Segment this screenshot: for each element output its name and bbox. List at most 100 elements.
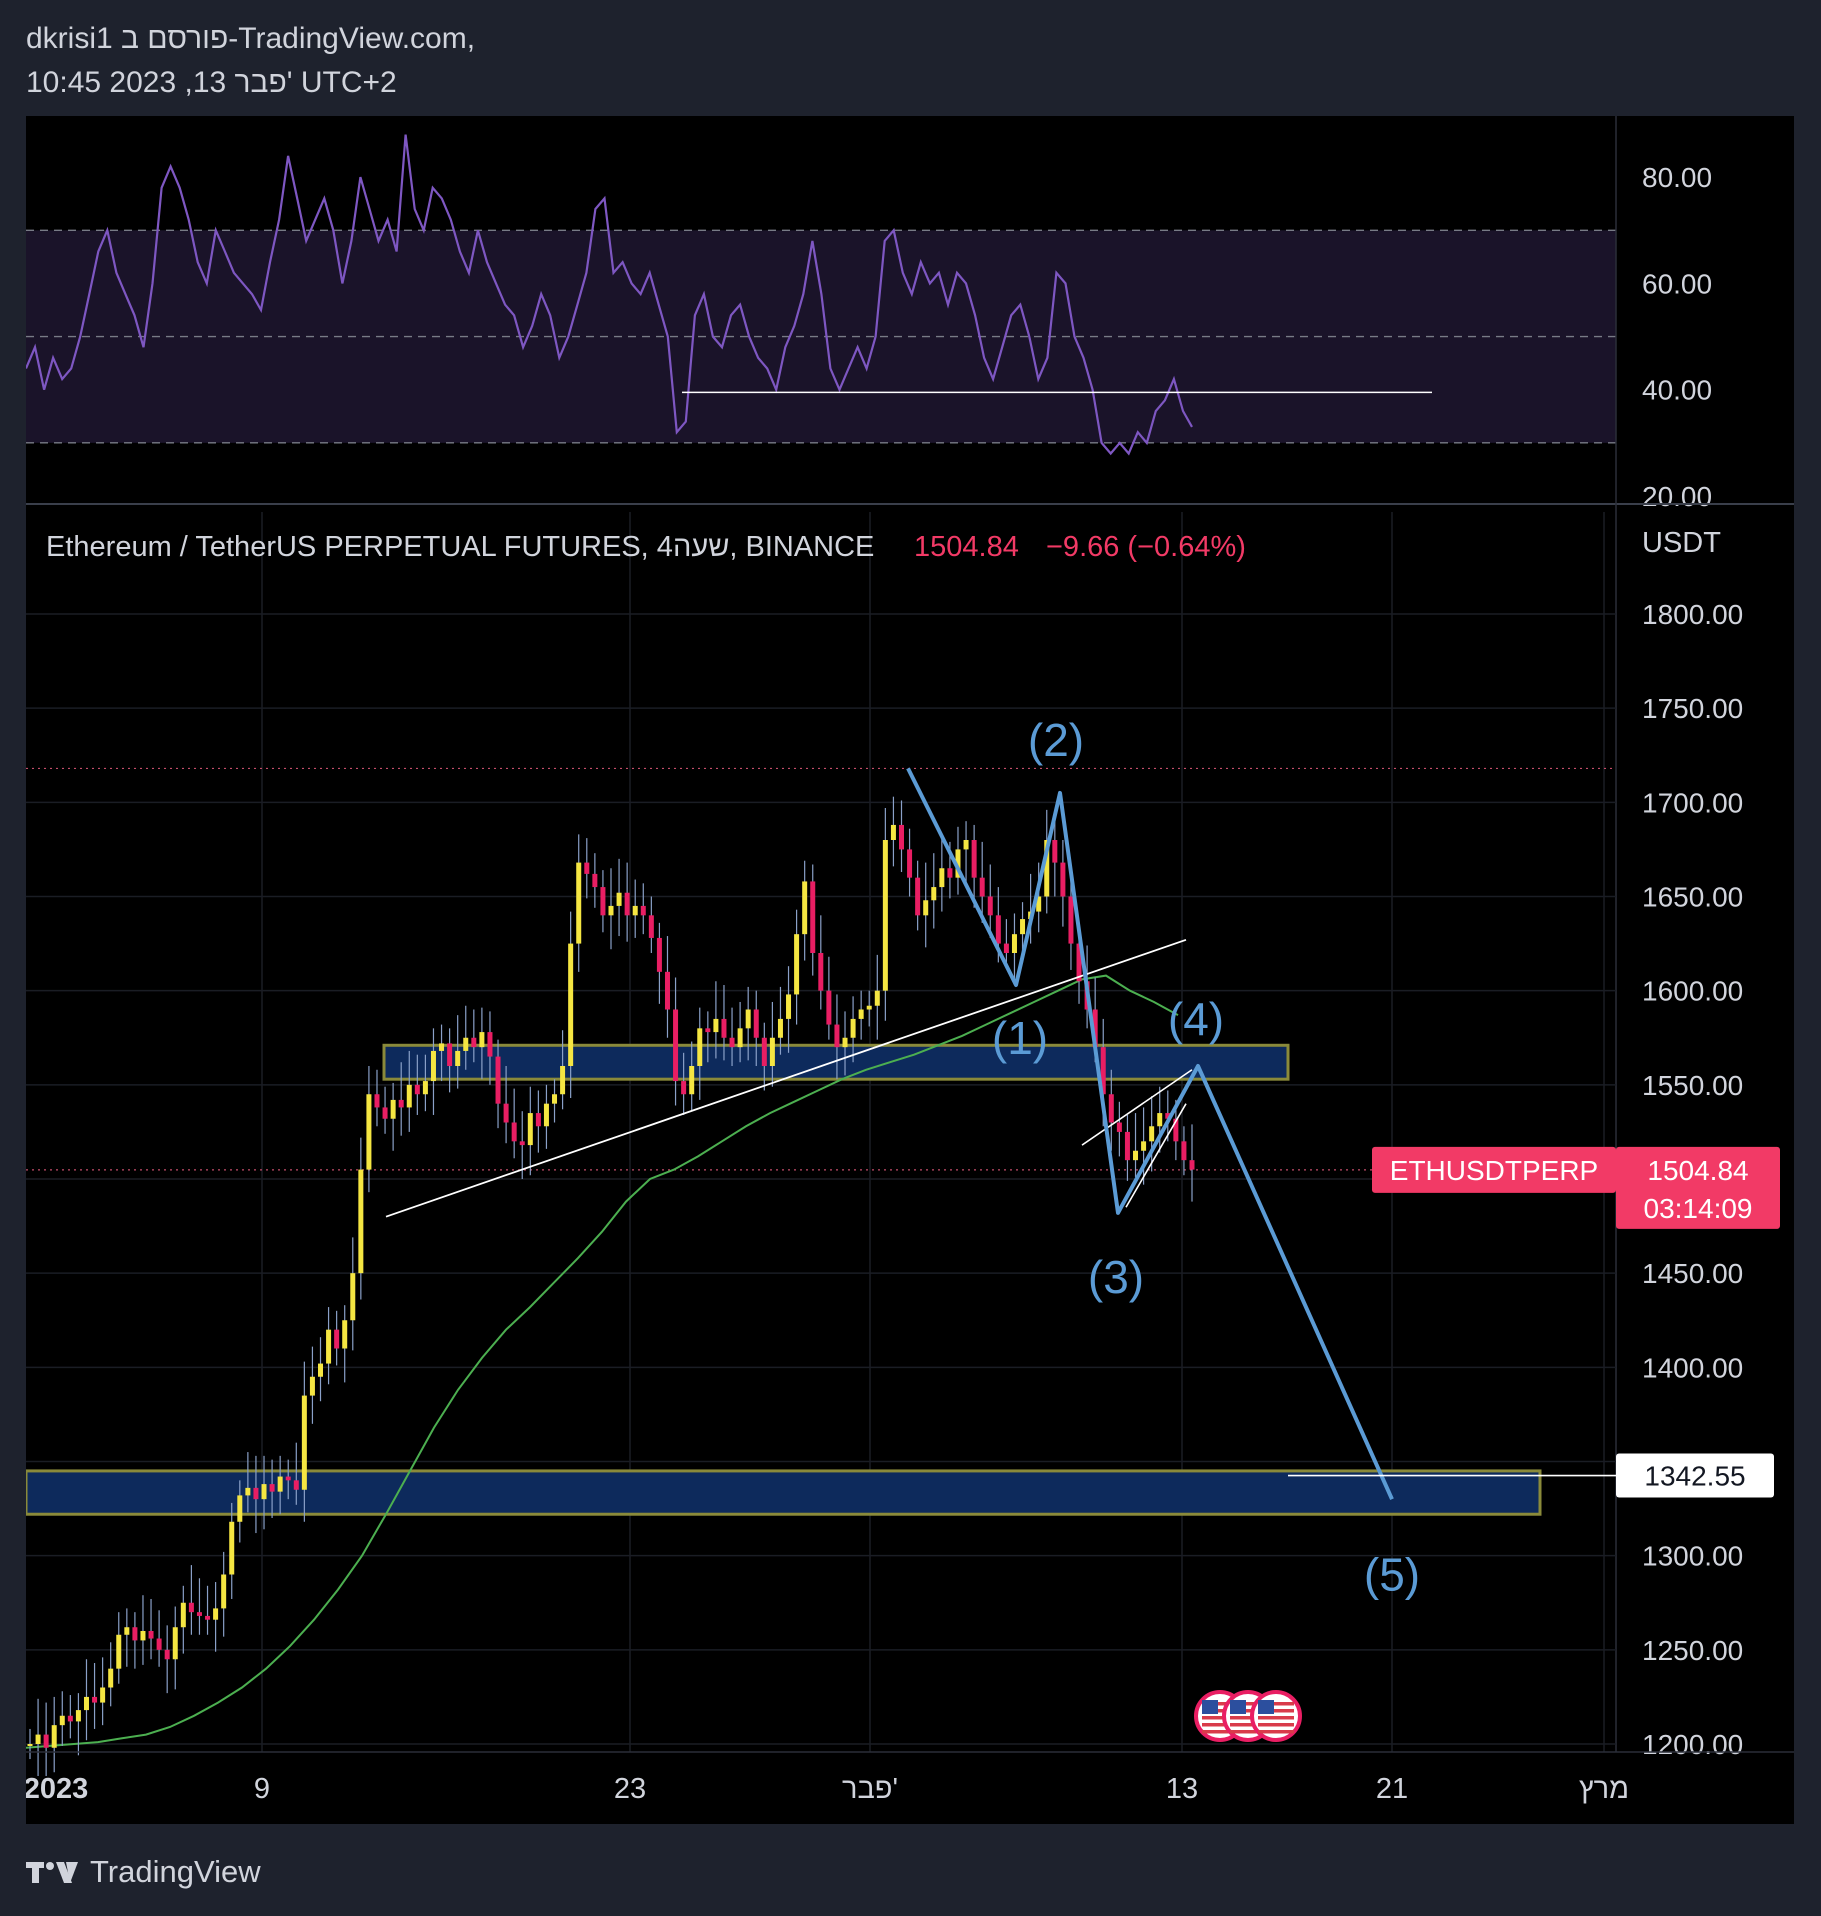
candle-body: [955, 849, 961, 878]
candle-body: [180, 1602, 186, 1628]
candle-body: [786, 994, 792, 1019]
rsi-tick-label: 60.00: [1642, 268, 1712, 299]
candle-body: [511, 1122, 517, 1142]
candle-body: [939, 868, 945, 888]
support-zone-lower[interactable]: [24, 1469, 1542, 1516]
candle-body: [858, 1009, 864, 1019]
candle-body: [519, 1141, 525, 1146]
candle-body: [261, 1484, 267, 1500]
flag-stripe: [1258, 1702, 1294, 1706]
candle-body: [681, 1081, 687, 1095]
wave-label: (1): [992, 1012, 1048, 1064]
chart-area[interactable]: 20.00 40.00 60.00 80.00 (1) (2) (3) (4) (5) 120…: [24, 116, 1794, 1824]
rising-trendline[interactable]: [385, 938, 1187, 1218]
candle-body: [479, 1032, 485, 1048]
candle-body: [1189, 1160, 1195, 1170]
candle-body: [737, 1028, 743, 1048]
candle-body: [890, 824, 896, 840]
candle-body: [487, 1032, 493, 1057]
candle-body: [108, 1668, 114, 1688]
candle-body: [1068, 896, 1074, 944]
candle-body: [495, 1056, 501, 1104]
flag-canton: [1230, 1700, 1246, 1714]
elliott-wave-line[interactable]: [906, 767, 1394, 1501]
candle-body: [1020, 919, 1026, 935]
candle-body: [769, 1037, 775, 1066]
candle-body: [656, 937, 662, 972]
candle-body: [382, 1107, 388, 1119]
candle-body: [27, 1744, 33, 1746]
candle-body: [568, 943, 574, 1066]
candle-body: [1036, 896, 1042, 912]
wave-label: (3): [1088, 1251, 1144, 1303]
wedge-line-upper[interactable]: [1081, 1069, 1193, 1146]
candle-body: [834, 1024, 840, 1048]
candle-body: [673, 1009, 679, 1082]
candle-body: [205, 1615, 211, 1620]
candle-body: [374, 1094, 380, 1108]
price-tick-label: 1250.00: [1642, 1635, 1743, 1666]
candle-body: [83, 1696, 89, 1711]
candle-body: [1003, 943, 1009, 953]
candle-body: [705, 1028, 711, 1033]
candle-body: [753, 1009, 759, 1038]
candle-body: [527, 1113, 533, 1146]
candle-body: [810, 881, 816, 953]
candle-body: [35, 1734, 41, 1744]
flag-stripe: [1202, 1723, 1238, 1727]
candle-body: [285, 1476, 291, 1481]
flag-stripe: [1258, 1730, 1294, 1734]
rsi-y-axis: 20.00 40.00 60.00 80.00: [1642, 162, 1712, 512]
candle-body: [1165, 1113, 1171, 1119]
grid-lines: [26, 512, 1616, 1752]
candle-body: [640, 905, 646, 916]
level-tag-text: 1342.55: [1644, 1461, 1745, 1492]
candle-body: [1108, 1094, 1114, 1123]
candle-body: [172, 1627, 178, 1660]
flag-stripe: [1230, 1723, 1266, 1727]
candle-body: [899, 824, 904, 850]
time-tick-label: מרץ: [1579, 1773, 1629, 1805]
tradingview-logo-icon[interactable]: [26, 1859, 78, 1885]
trendlines[interactable]: [385, 938, 1193, 1218]
price-tag[interactable]: ETHUSDTPERP 1504.84 03:14:09: [1372, 1146, 1780, 1229]
candle-body: [600, 887, 606, 916]
candle-body: [430, 1050, 436, 1082]
price-change: −9.66 (−0.64%): [1046, 531, 1246, 563]
time-tick-label: 2023: [26, 1773, 88, 1805]
us-flag-event-icons[interactable]: [1194, 1690, 1302, 1742]
candle-body: [543, 1103, 549, 1127]
rsi-pane: 20.00 40.00 60.00 80.00: [24, 134, 1712, 512]
flag-stripe: [1230, 1730, 1266, 1734]
candle-body: [1076, 943, 1082, 982]
candle-body: [664, 971, 670, 1010]
candle-body: [923, 900, 929, 916]
candle-body: [697, 1028, 703, 1066]
candle-body: [761, 1037, 767, 1066]
publish-timestamp: 10:45 2023 ,13 פבר' UTC+2: [26, 66, 397, 99]
price-tick-label: 1700.00: [1642, 787, 1743, 818]
support-zone-upper[interactable]: [382, 1043, 1290, 1081]
level-tag[interactable]: 1342.55: [1616, 1453, 1774, 1498]
candle-body: [882, 840, 888, 991]
candle-body: [447, 1043, 453, 1066]
candle-body: [213, 1608, 219, 1620]
candle-body: [987, 896, 993, 916]
flag-canton: [1202, 1700, 1218, 1714]
candle-body: [713, 1018, 719, 1033]
candle-body: [422, 1081, 428, 1095]
price-tick-label: 1200.00: [1642, 1729, 1743, 1760]
flag-canton: [1258, 1700, 1274, 1714]
flag-stripe: [1230, 1702, 1266, 1706]
price-tag-countdown: 03:14:09: [1644, 1193, 1753, 1224]
price-tick-label: 1550.00: [1642, 1070, 1743, 1101]
candle-body: [1149, 1126, 1155, 1142]
time-axis[interactable]: 2023 9 23 פבר' 13 21 מרץ: [24, 1773, 1629, 1805]
candle-body: [850, 1018, 856, 1038]
footer-brand[interactable]: TradingView: [90, 1854, 261, 1889]
wedge-line-lower[interactable]: [1125, 1103, 1187, 1208]
wave-label: (2): [1028, 714, 1084, 766]
candle-body: [1181, 1141, 1187, 1161]
candle-body: [253, 1487, 259, 1500]
candle-body: [1052, 840, 1058, 863]
